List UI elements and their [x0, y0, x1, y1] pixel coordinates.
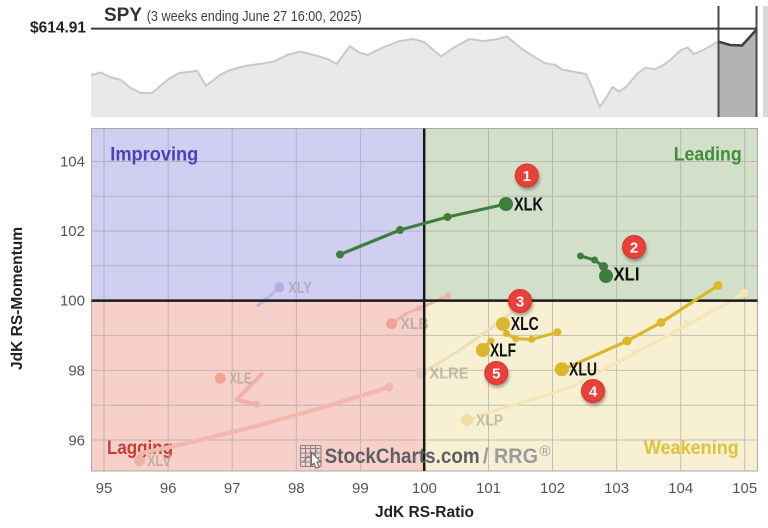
svg-text:103: 103	[604, 480, 629, 497]
svg-text:XLI: XLI	[614, 265, 640, 285]
svg-text:JdK RS-Momentum: JdK RS-Momentum	[9, 227, 26, 370]
svg-text:®: ®	[540, 443, 551, 460]
svg-text:102: 102	[60, 223, 85, 240]
svg-text:XLP: XLP	[476, 413, 503, 430]
svg-text:Improving: Improving	[110, 145, 198, 166]
svg-text:(3 weeks ending June 27 16:00,: (3 weeks ending June 27 16:00, 2025)	[147, 8, 362, 25]
svg-text:4: 4	[589, 384, 598, 401]
svg-text:5: 5	[492, 366, 500, 383]
svg-text:98: 98	[68, 363, 85, 380]
svg-text:101: 101	[476, 480, 501, 497]
svg-text:100: 100	[60, 293, 85, 310]
svg-text:XLC: XLC	[511, 314, 539, 334]
svg-text:XLK: XLK	[514, 195, 543, 215]
svg-text:95: 95	[96, 480, 113, 497]
svg-text:XLE: XLE	[230, 371, 252, 388]
svg-text:XLU: XLU	[569, 360, 597, 380]
svg-text:3: 3	[516, 294, 524, 311]
svg-text:XLV: XLV	[147, 453, 171, 470]
svg-text:1: 1	[523, 168, 531, 185]
svg-text:$614.91: $614.91	[30, 20, 86, 37]
svg-text:Lagging: Lagging	[107, 438, 173, 459]
svg-text:105: 105	[732, 480, 757, 497]
svg-text:JdK RS-Ratio: JdK RS-Ratio	[375, 504, 474, 521]
svg-text:98: 98	[288, 480, 305, 497]
svg-text:96: 96	[68, 432, 85, 449]
svg-text:/ RRG: / RRG	[483, 444, 538, 468]
svg-text:Weakening: Weakening	[644, 438, 739, 459]
svg-text:102: 102	[540, 480, 565, 497]
svg-text:100: 100	[412, 480, 437, 497]
svg-text:XLRE: XLRE	[430, 366, 469, 383]
svg-text:104: 104	[60, 154, 85, 171]
svg-text:96: 96	[160, 480, 177, 497]
svg-text:Leading: Leading	[674, 145, 742, 166]
svg-text:XLB: XLB	[401, 316, 429, 333]
svg-text:99: 99	[352, 480, 369, 497]
svg-text:SPY: SPY	[104, 5, 142, 26]
svg-text:StockCharts.com: StockCharts.com	[325, 444, 480, 468]
svg-text:97: 97	[224, 480, 241, 497]
svg-text:2: 2	[630, 240, 638, 257]
svg-text:XLF: XLF	[490, 341, 516, 361]
svg-text:104: 104	[668, 480, 693, 497]
svg-text:XLY: XLY	[289, 280, 312, 297]
